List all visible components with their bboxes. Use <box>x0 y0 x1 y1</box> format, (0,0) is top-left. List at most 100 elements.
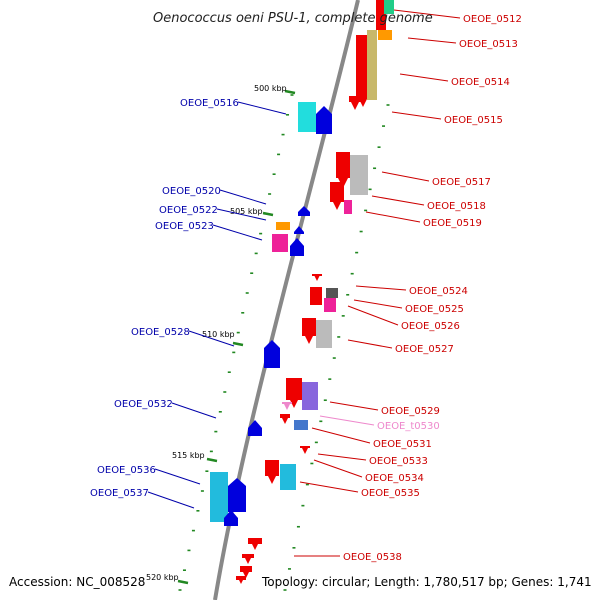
gene-label-left: OEOE_0516 <box>180 98 239 109</box>
gene-label-left: OEOE_0532 <box>114 399 173 410</box>
gene-oeoe-0538 <box>248 538 262 550</box>
outer-tick-dot <box>218 411 222 413</box>
gene-oeoe-0524 <box>310 287 322 305</box>
gene-oeoe-0515-olive <box>367 30 377 100</box>
gene-oeoe-0519 <box>344 200 352 214</box>
inner-tick-dot <box>310 462 314 465</box>
leader-line <box>154 468 201 485</box>
leader-line <box>347 305 399 326</box>
gene-label-right: OEOE_0533 <box>369 456 428 467</box>
gene-label-right: OEOE_0515 <box>444 115 503 126</box>
major-tick <box>284 89 296 95</box>
outer-tick-dot <box>191 529 195 532</box>
gene-oeoe-0523 <box>290 238 304 256</box>
gene-label-right: OEOE_0525 <box>405 304 464 315</box>
gene-oeoe-0524-mini <box>312 274 322 281</box>
gene-label-left: OEOE_0520 <box>162 186 221 197</box>
outer-tick-dot <box>290 94 294 96</box>
inner-tick-dot <box>386 104 390 106</box>
outer-tick-dot <box>281 133 285 136</box>
outer-tick-dot <box>205 470 209 472</box>
gene-label-left: OEOE_0523 <box>155 221 214 232</box>
gene-label-left: OEOE_0536 <box>97 465 156 476</box>
leader-line <box>171 402 217 419</box>
outer-tick-dot <box>236 331 240 334</box>
leader-line <box>353 299 403 309</box>
inner-tick-dot <box>301 504 305 507</box>
inner-tick-dot <box>364 209 368 212</box>
leader-line <box>212 224 263 241</box>
inner-tick-dot <box>346 293 350 296</box>
inner-tick-dot <box>283 589 287 591</box>
leader-line <box>329 401 379 411</box>
leader-line <box>319 415 375 426</box>
gene-oeoe-0537 <box>224 510 238 526</box>
outer-tick-dot <box>227 371 231 373</box>
gene-oeoe-0535 <box>280 464 296 490</box>
outer-tick-dot <box>286 114 290 116</box>
leader-line <box>399 73 449 82</box>
outer-tick-dot <box>232 351 236 354</box>
leader-line <box>365 211 421 223</box>
gene-label-right: OEOE_0518 <box>427 201 486 212</box>
leader-line <box>188 330 235 347</box>
inner-tick-dot <box>314 441 318 444</box>
leader-line <box>219 189 267 205</box>
outer-tick-dot <box>254 252 258 255</box>
gene-label-left: OEOE_0537 <box>90 488 149 499</box>
tick-label: 515 kbp <box>172 451 205 460</box>
accession-text: Accession: NC_008528 <box>9 575 145 589</box>
gene-label-left: OEOE_0528 <box>131 327 190 338</box>
outer-tick-dot <box>223 391 227 393</box>
leader-line <box>147 491 195 509</box>
gene-label-right: OEOE_0517 <box>432 177 491 188</box>
outer-tick-dot <box>178 589 182 591</box>
gene-oeoe-0529 <box>286 378 302 408</box>
gene-label-right: OEOE_0538 <box>343 552 402 563</box>
gene-oeoe-0536 <box>228 478 246 512</box>
gene-oeoe-0518-grey <box>350 155 368 195</box>
leader-line <box>407 37 457 44</box>
leader-line <box>313 459 363 478</box>
gene-oeoe-0513 <box>378 30 392 40</box>
outer-tick-dot <box>259 232 263 235</box>
major-tick <box>206 457 218 463</box>
gene-oeoe-0522-orange <box>276 222 290 230</box>
gene-label-right: OEOE_0534 <box>365 473 424 484</box>
inner-tick-dot <box>328 378 332 380</box>
inner-tick-dot <box>337 336 341 338</box>
gene-oeoe-0528 <box>264 340 280 368</box>
gene-label-right: OEOE_0514 <box>451 77 510 88</box>
gene-label-right: OEOE_0531 <box>373 439 432 450</box>
outer-tick-dot <box>277 153 281 156</box>
gene-oeoe-0531 <box>280 414 290 424</box>
inner-tick-dot <box>341 315 345 317</box>
inner-tick-dot <box>296 525 300 528</box>
gene-red-lower-2 <box>240 566 252 578</box>
gene-oeoe-0523-pink <box>272 234 288 252</box>
gene-oeoe-0525-dark <box>326 288 338 298</box>
map-title: Oenococcus oeni PSU-1, complete genome <box>153 11 433 26</box>
gene-label-right: OEOE_0519 <box>423 218 482 229</box>
inner-tick-dot <box>368 188 372 191</box>
outer-tick-dot <box>214 430 218 433</box>
gene-oeoe-0522 <box>294 226 304 234</box>
major-tick <box>232 341 244 347</box>
topology-text: Topology: circular; Length: 1,780,517 bp… <box>261 575 592 589</box>
gene-oeoe-0512 <box>376 0 386 30</box>
gene-oeoe-0532 <box>248 420 262 436</box>
gene-red-small <box>349 96 361 110</box>
gene-red-lower-1 <box>242 554 254 564</box>
outer-tick-dot <box>245 292 249 294</box>
inner-tick-dot <box>305 483 309 486</box>
gene-label-right: OEOE_t0530 <box>377 421 440 432</box>
leader-line <box>393 9 461 19</box>
inner-tick-dot <box>355 251 359 254</box>
gene-label-right: OEOE_0529 <box>381 406 440 417</box>
gene-oeoe-0534 <box>265 460 279 484</box>
gene-oeoe-0532-steel <box>294 420 308 430</box>
outer-tick-dot <box>196 510 200 512</box>
gene-oeoe-0536-cyan <box>210 472 228 522</box>
tick-label: 505 kbp <box>230 207 263 216</box>
